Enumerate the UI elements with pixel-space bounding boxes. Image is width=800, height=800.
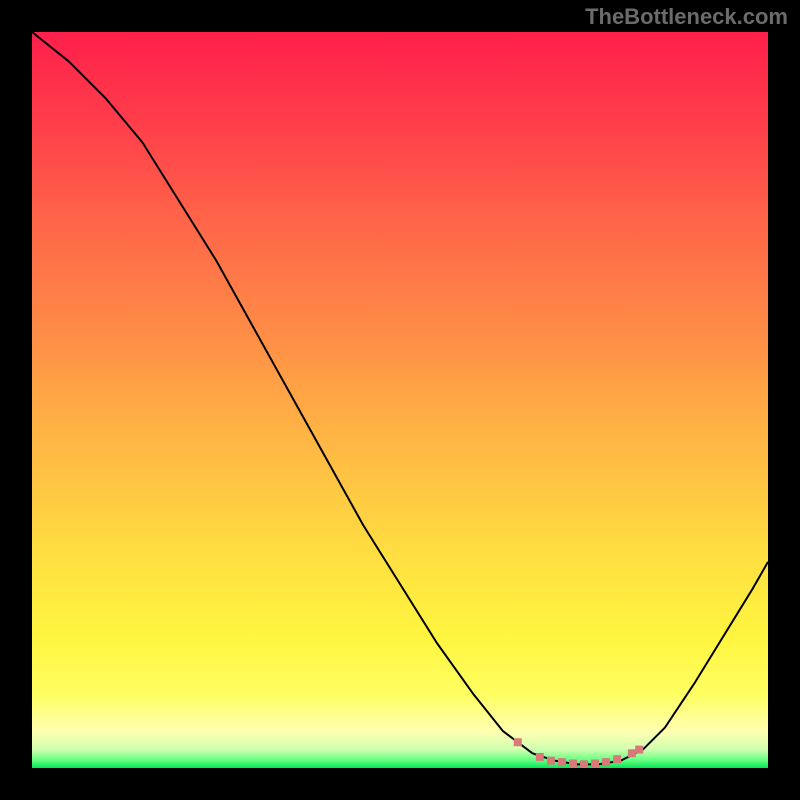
watermark-text: TheBottleneck.com [585,4,788,30]
chart-markers [32,32,768,768]
plot-area [32,32,768,768]
